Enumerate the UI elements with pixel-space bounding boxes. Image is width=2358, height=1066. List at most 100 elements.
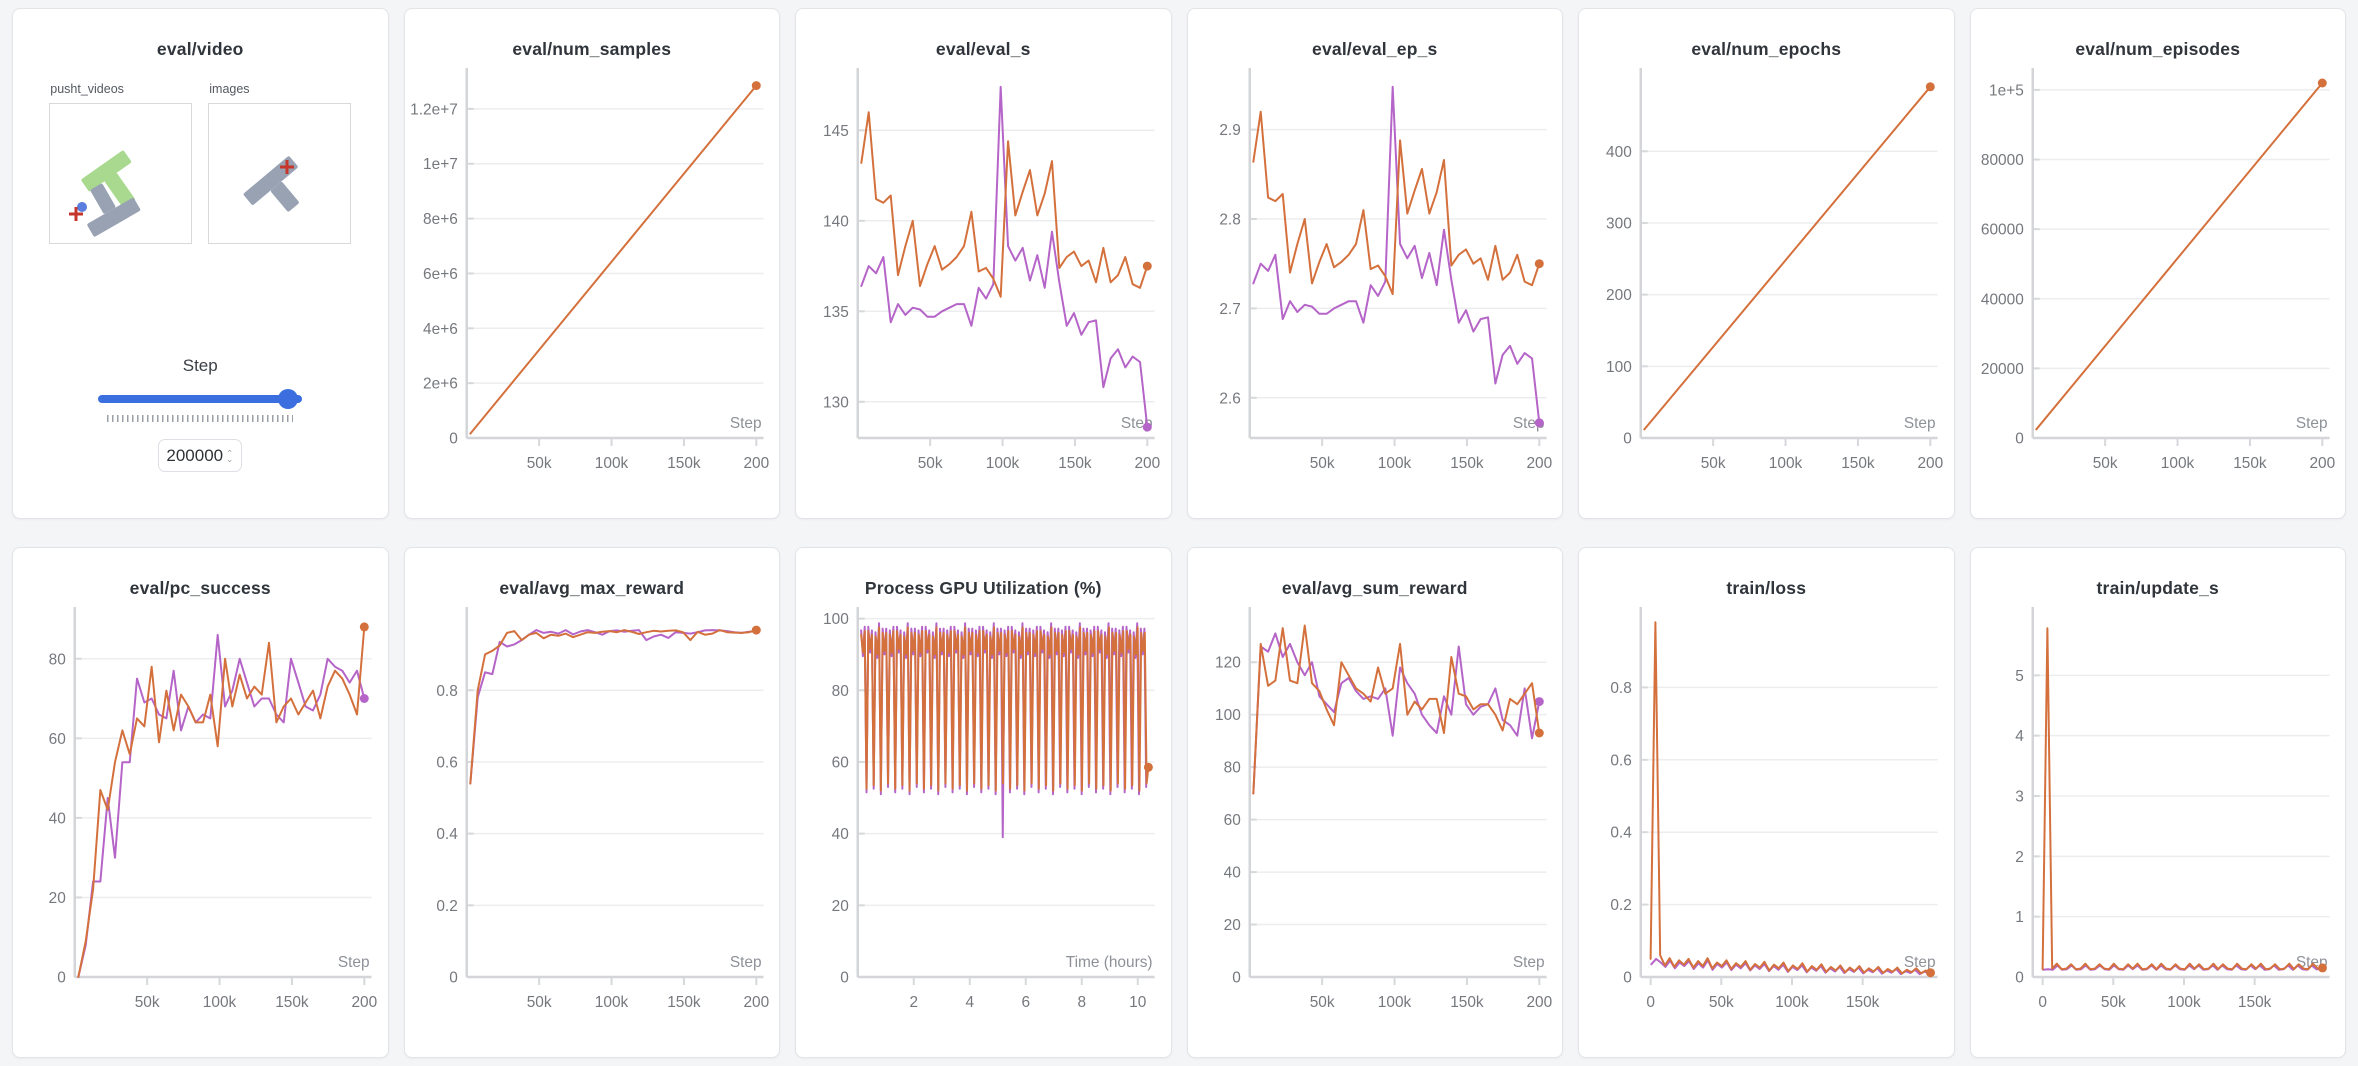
- svg-text:100: 100: [823, 611, 849, 628]
- panel-train-update-s[interactable]: train/update_s 0 1 2 3 4 5 0 50k 100k 150k Step: [1969, 547, 2346, 1058]
- svg-text:130: 130: [823, 394, 849, 411]
- chart-title: train/update_s: [2096, 578, 2219, 598]
- svg-text:120: 120: [1215, 655, 1241, 672]
- svg-text:20000: 20000: [1980, 361, 2023, 378]
- panel-eval-avg-max-reward[interactable]: eval/avg_max_reward 0 0.2 0.4 0.6 0.8 50k 100k…: [403, 547, 780, 1058]
- svg-text:150k: 150k: [2233, 455, 2267, 472]
- svg-text:0.8: 0.8: [436, 683, 457, 700]
- images-thumbnail[interactable]: [208, 103, 352, 244]
- svg-text:1e+7: 1e+7: [423, 156, 458, 173]
- panel-eval-eval-ep-s[interactable]: eval/eval_ep_s 2.6 2.7 2.8 2.9 50k 100k 150k 20…: [1186, 8, 1563, 519]
- svg-text:2.7: 2.7: [1219, 301, 1240, 318]
- svg-text:0: 0: [1623, 969, 1632, 986]
- svg-text:Step: Step: [1512, 954, 1544, 971]
- svg-text:20: 20: [49, 890, 66, 907]
- svg-text:4e+6: 4e+6: [423, 321, 458, 338]
- chart-canvas: 0 20 40 60 80 100 120 50k 100k 150k 200 Step: [1215, 607, 1552, 1011]
- panel-process-gpu-utilization[interactable]: Process GPU Utilization (%) 0 20 40 60 80 100…: [795, 547, 1172, 1058]
- chart-canvas: 0 20000 40000 60000 80000 1e+5 50k 100k 150k 200 S…: [1980, 68, 2335, 472]
- chart-title: eval/num_episodes: [2075, 39, 2241, 59]
- panel-eval-num-epochs[interactable]: eval/num_epochs 0 100 200 300 400 50k 100k 150k…: [1578, 8, 1955, 519]
- svg-text:Step: Step: [2295, 415, 2327, 432]
- svg-text:150k: 150k: [2237, 994, 2271, 1011]
- panel-train-loss[interactable]: train/loss 0 0.2 0.4 0.6 0.8 0 50k 100k 150k Step: [1578, 547, 1955, 1058]
- images-frame: [243, 156, 300, 212]
- svg-text:200: 200: [743, 994, 769, 1011]
- svg-text:50k: 50k: [1309, 994, 1334, 1011]
- svg-text:100: 100: [1215, 707, 1241, 724]
- svg-text:0: 0: [2015, 969, 2024, 986]
- panel-eval-num-samples[interactable]: eval/num_samples 0 2e+6 4e+6 6e+6 8e+6 1e+7 1.…: [403, 8, 780, 519]
- svg-text:150k: 150k: [1450, 994, 1484, 1011]
- svg-text:40: 40: [832, 826, 849, 843]
- svg-text:200: 200: [2309, 455, 2335, 472]
- chart-canvas: 0 2e+6 4e+6 6e+6 8e+6 1e+7 1.2e+7 50k 100k 150k 20…: [410, 68, 769, 472]
- panel-eval-video[interactable]: eval/video pusht_videos: [12, 8, 389, 519]
- svg-text:100: 100: [1606, 359, 1632, 376]
- svg-text:150k: 150k: [667, 455, 701, 472]
- step-number-input[interactable]: 200000 ⌃ ⌄: [158, 439, 243, 472]
- step-stepper: ⌃ ⌄: [226, 447, 234, 464]
- panel-eval-pc-success[interactable]: eval/pc_success 0 20 40 60 80 50k 100k 150k 200 S…: [12, 547, 389, 1058]
- svg-text:100k: 100k: [986, 455, 1020, 472]
- svg-text:50k: 50k: [1701, 455, 1726, 472]
- svg-text:200: 200: [1526, 994, 1552, 1011]
- stepper-down-icon[interactable]: ⌄: [226, 453, 234, 464]
- chart-title: eval/num_epochs: [1691, 39, 1842, 59]
- svg-text:100k: 100k: [1377, 994, 1411, 1011]
- step-slider-thumb[interactable]: [277, 389, 298, 409]
- chart-title: Process GPU Utilization (%): [864, 578, 1102, 598]
- svg-text:150k: 150k: [667, 994, 701, 1011]
- svg-text:0: 0: [449, 969, 458, 986]
- svg-text:8: 8: [1077, 994, 1086, 1011]
- chart-title: eval/pc_success: [129, 578, 271, 598]
- svg-text:0: 0: [840, 969, 849, 986]
- svg-text:3: 3: [2015, 788, 2024, 805]
- svg-text:0.4: 0.4: [436, 826, 458, 843]
- svg-text:100k: 100k: [2160, 455, 2194, 472]
- svg-text:80: 80: [832, 683, 849, 700]
- stepper-up-icon[interactable]: ⌃: [226, 447, 234, 458]
- step-slider-track[interactable]: [98, 395, 303, 403]
- svg-text:0.6: 0.6: [1610, 752, 1631, 769]
- step-slider-label: Step: [182, 356, 218, 375]
- goal-cross: [280, 160, 295, 174]
- svg-text:10: 10: [1129, 994, 1146, 1011]
- svg-text:0: 0: [2015, 430, 2024, 447]
- svg-text:6: 6: [1021, 994, 1030, 1011]
- svg-text:150k: 150k: [1058, 455, 1092, 472]
- svg-text:60: 60: [1223, 812, 1240, 829]
- media-caption-pusht-videos: pusht_videos: [50, 82, 124, 96]
- chart-title: eval/num_samples: [512, 39, 672, 59]
- svg-text:50k: 50k: [2100, 994, 2125, 1011]
- svg-text:2.8: 2.8: [1219, 211, 1240, 228]
- svg-text:2.9: 2.9: [1219, 122, 1240, 139]
- panel-eval-num-episodes[interactable]: eval/num_episodes 0 20000 40000 60000 80000 1…: [1969, 8, 2346, 519]
- svg-text:145: 145: [823, 123, 849, 140]
- svg-text:20: 20: [832, 898, 849, 915]
- pusht-video-frame: [69, 150, 141, 237]
- svg-text:Step: Step: [338, 954, 370, 971]
- chart-canvas: 0 100 200 300 400 50k 100k 150k 200 Step: [1606, 68, 1943, 472]
- step-slider[interactable]: [98, 389, 303, 409]
- svg-text:1.2e+7: 1.2e+7: [410, 101, 458, 118]
- svg-text:0.2: 0.2: [436, 898, 457, 915]
- svg-text:200: 200: [1606, 287, 1632, 304]
- svg-text:2: 2: [2015, 849, 2024, 866]
- svg-text:50k: 50k: [1709, 994, 1734, 1011]
- pusht-video-thumbnail[interactable]: [49, 103, 193, 244]
- svg-text:5: 5: [2015, 668, 2024, 685]
- svg-text:100k: 100k: [594, 994, 628, 1011]
- svg-text:8e+6: 8e+6: [423, 211, 458, 228]
- panel-eval-eval-s[interactable]: eval/eval_s 130 135 140 145 50k 100k 150k 200 St…: [795, 8, 1172, 519]
- svg-text:60000: 60000: [1980, 222, 2023, 239]
- panel-eval-avg-sum-reward[interactable]: eval/avg_sum_reward 0 20 40 60 80 100 120 50k 10…: [1186, 547, 1563, 1058]
- svg-text:0: 0: [1232, 969, 1241, 986]
- step-value: 200000: [166, 445, 224, 465]
- svg-text:150k: 150k: [275, 994, 309, 1011]
- svg-text:50k: 50k: [2092, 455, 2117, 472]
- chart-title: eval/avg_sum_reward: [1281, 578, 1468, 598]
